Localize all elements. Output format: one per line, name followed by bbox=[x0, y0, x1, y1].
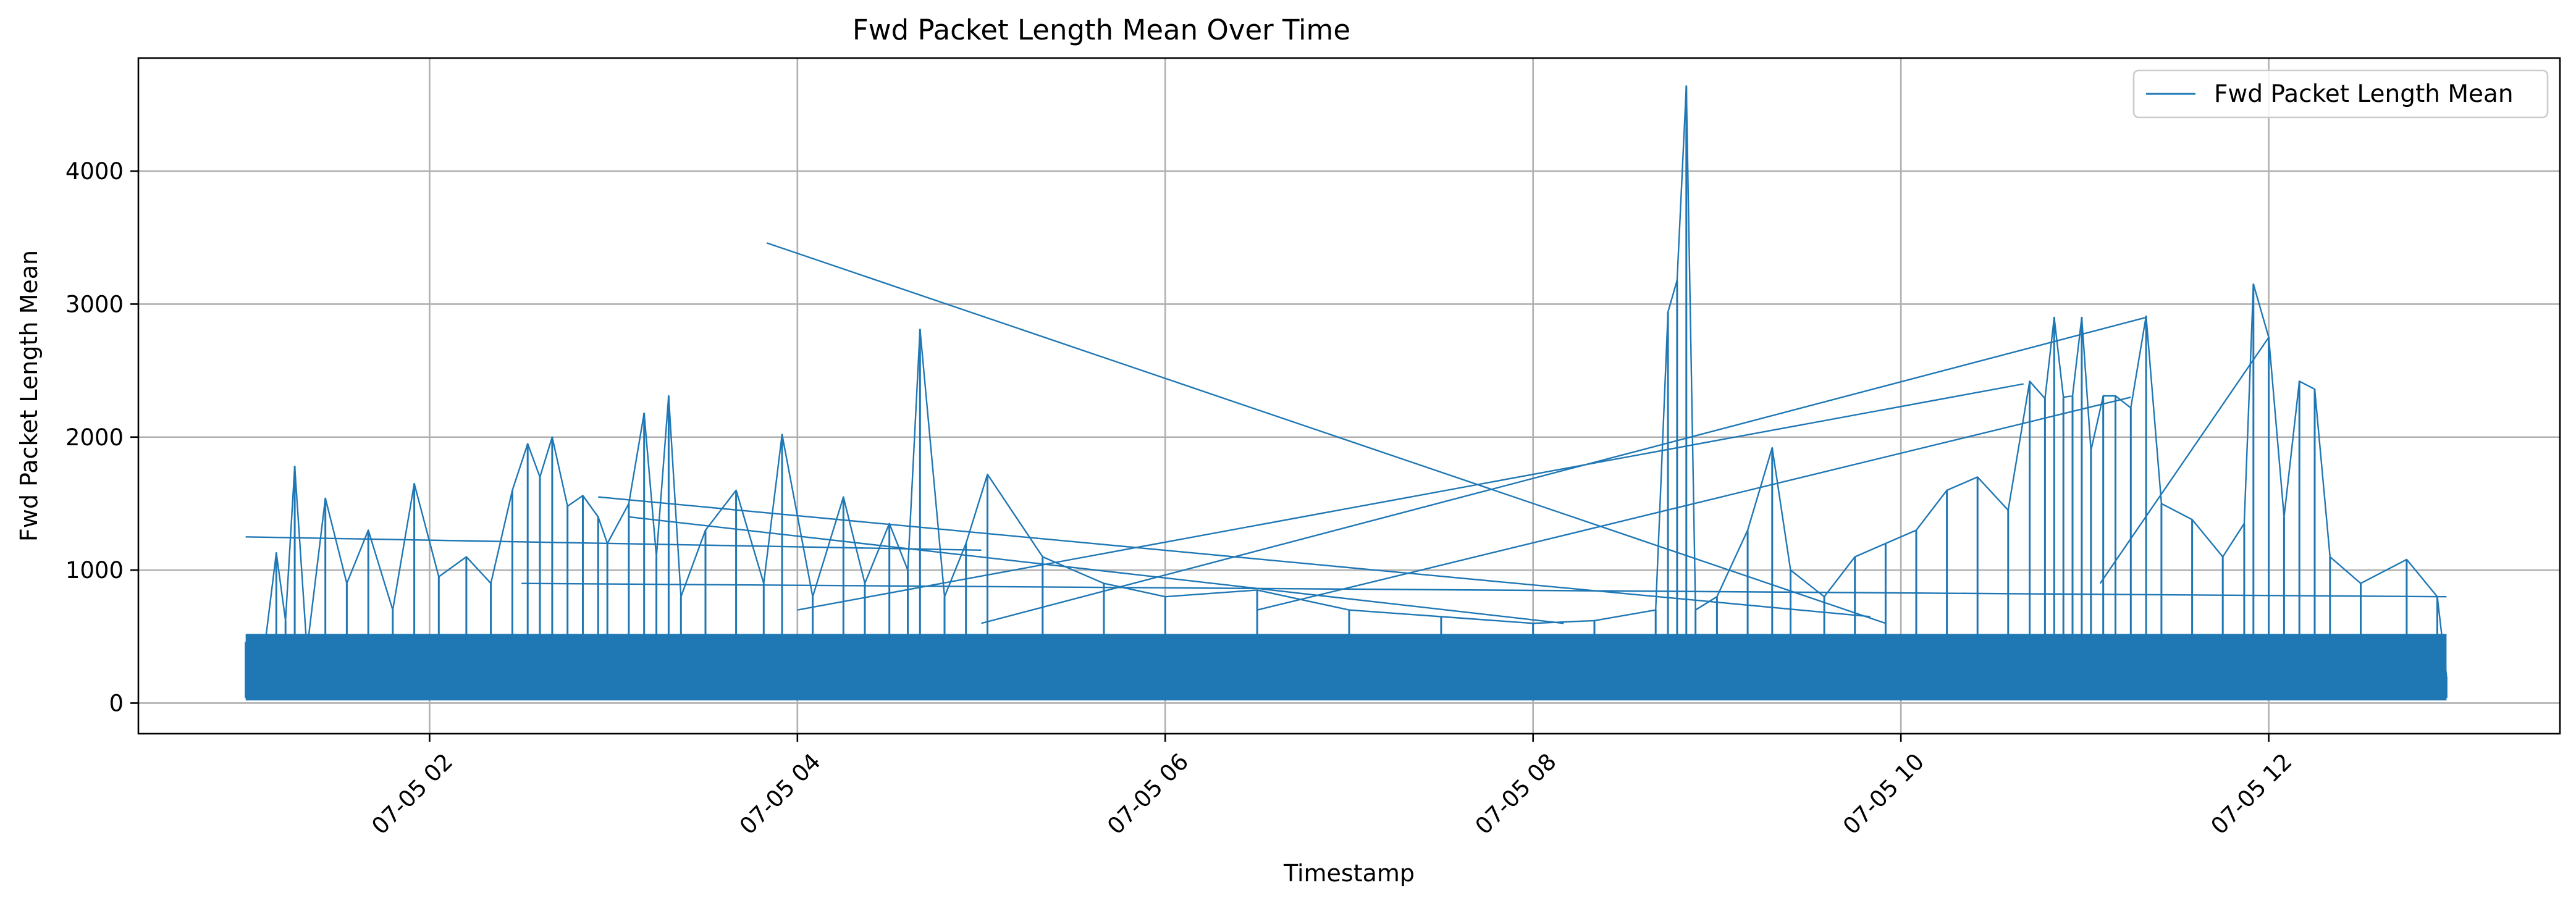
y-tick-label: 3000 bbox=[65, 291, 124, 317]
series-segment bbox=[598, 496, 1871, 618]
y-tick-label: 2000 bbox=[65, 424, 124, 451]
series-segment bbox=[521, 582, 2447, 598]
y-tick-label: 0 bbox=[109, 690, 124, 716]
y-axis-label: Fwd Packet Length Mean bbox=[15, 250, 43, 542]
series-segment bbox=[766, 242, 1886, 624]
chart-title: Fwd Packet Length Mean Over Time bbox=[852, 14, 1350, 46]
series-segment bbox=[1256, 396, 2131, 611]
plot-frame bbox=[137, 57, 2561, 735]
series-spikes bbox=[245, 86, 2448, 698]
series-segment bbox=[797, 383, 2024, 611]
series-segment bbox=[628, 516, 1564, 624]
legend: Fwd Packet Length Mean bbox=[2132, 69, 2549, 119]
series-segment bbox=[2099, 337, 2270, 584]
series-segment bbox=[981, 316, 2147, 624]
legend-box bbox=[2132, 69, 2549, 119]
y-tick-label: 1000 bbox=[65, 557, 124, 584]
grid-lines bbox=[138, 58, 2560, 734]
dense-spike-band bbox=[245, 86, 2448, 701]
x-axis-label: Timestamp bbox=[1283, 860, 1415, 887]
y-tick-label: 4000 bbox=[65, 158, 124, 185]
series-layer bbox=[245, 85, 2448, 677]
legend-label: Fwd Packet Length Mean bbox=[2214, 80, 2514, 108]
dense-band bbox=[245, 634, 2447, 701]
